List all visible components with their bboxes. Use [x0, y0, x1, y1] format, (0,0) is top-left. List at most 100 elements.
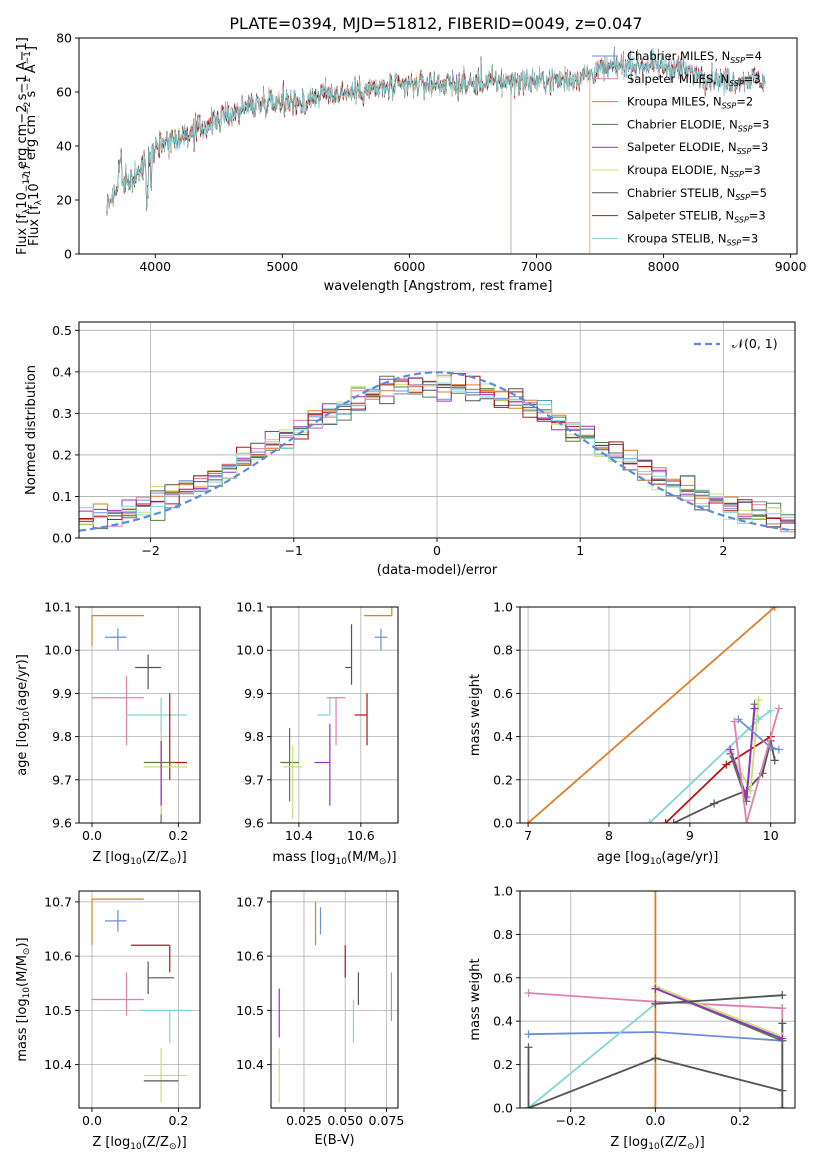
chart-mass_vs_ebv: 0.025 0.050 0.075 10.4 10.5 10.6 10.7 E(B-V) [236, 890, 404, 1148]
y-axis-label-part: Flux [f [15, 214, 30, 255]
weight-marker [651, 984, 660, 993]
y-tick-label: 20 [56, 193, 72, 208]
y-axis-label-part: (age/yr)] [15, 654, 30, 711]
y-axis-label-part: λ [22, 208, 32, 214]
legend-entry-part: =3 [741, 231, 758, 245]
legend-entry-part: =3 [744, 163, 761, 177]
weight-marker [754, 715, 763, 724]
x-axis-label-part: Z [log [610, 1135, 648, 1150]
x-tick-label: −2 [141, 543, 159, 558]
weight-series-line [655, 985, 783, 1038]
legend-entry-part: =3 [744, 72, 761, 86]
normal-legend-label-part: (0, 1) [744, 336, 778, 351]
y-tick-label: 0.4 [493, 1014, 513, 1029]
y-axis-label-part: −1 [23, 51, 33, 64]
x-axis-label: mass [log10(M/M⊙)] [272, 850, 396, 867]
weight-series-line [655, 987, 783, 1040]
weight-marker [726, 745, 735, 754]
legend-entry-part: =3 [753, 117, 770, 131]
y-axis-label: Normed distribution [24, 365, 39, 495]
weight-marker [722, 760, 731, 769]
x-axis-label: (data-model)/error [377, 563, 498, 578]
weight-marker [669, 819, 678, 823]
y-tick-label: 9.7 [244, 772, 264, 787]
weight-marker [770, 756, 779, 765]
y-axis-label-part: ] [24, 46, 39, 51]
y-axis-label-part: s [15, 93, 30, 104]
weight-marker [524, 1104, 533, 1108]
x-axis-label: E(B-V) [314, 1133, 354, 1148]
legend-entry-part: Kroupa STELIB, N [627, 231, 727, 245]
y-tick-label: 0.2 [493, 1057, 513, 1072]
y-axis-label: age [log10(age/yr)] [15, 654, 32, 776]
weight-marker [778, 1034, 787, 1043]
weight-series-line [655, 994, 783, 1005]
y-tick-label: 10.5 [236, 1003, 264, 1018]
weight-marker [651, 1054, 660, 1063]
legend-entry: Kroupa STELIB, NSSP=3 [627, 231, 758, 247]
legend-entry-part: =5 [750, 186, 767, 200]
y-axis-label: mass [log10(M/M⊙)] [15, 937, 32, 1061]
weight-marker [651, 891, 660, 895]
y-tick-label: 10.4 [236, 1057, 264, 1072]
y-tick-label: 60 [56, 85, 72, 100]
x-axis-label-part: ⊙ [687, 1142, 695, 1152]
y-axis-label-part: −17 [23, 164, 33, 183]
weight-marker [645, 819, 654, 823]
chart-mass_vs_Z: 0.0 0.210.410.510.610.7Z [log10(Z/Z⊙)]mas… [15, 890, 201, 1152]
weight-marker [778, 1004, 787, 1013]
weight-series-line [527, 607, 776, 823]
y-tick-label: 9.8 [52, 729, 72, 744]
y-tick-label: 80 [56, 31, 72, 46]
y-tick-label: 0.1 [52, 489, 72, 504]
x-tick-label: 7000 [521, 259, 553, 274]
legend-entry-part: Chabrier MILES, N [627, 49, 730, 63]
x-axis-label-part: )] [177, 1135, 187, 1150]
y-tick-label: 0.0 [52, 531, 72, 546]
weight-marker [750, 704, 759, 713]
legend-entry-part: =4 [745, 49, 762, 63]
x-axis-label: age [log10(age/yr)] [597, 850, 719, 867]
x-axis-label-part: Z [log [92, 1135, 130, 1150]
x-tick-label: 4000 [139, 259, 171, 274]
y-tick-label: 9.7 [52, 772, 72, 787]
x-axis-label-part: 10 [650, 857, 662, 867]
plot-area [280, 607, 393, 819]
y-axis-label-part: A [15, 61, 30, 74]
axes-frame [78, 890, 201, 1109]
x-axis-label-part: )] [695, 1135, 705, 1150]
x-axis-label: Z [log10(Z/Z⊙)] [92, 1135, 186, 1152]
y-axis-label: Flux [fλ10−17 erg cm−2 s−1 A−1] [15, 37, 32, 255]
y-tick-label: 10.7 [236, 894, 264, 909]
x-tick-label: 0.2 [168, 1113, 188, 1128]
y-tick-label: 9.6 [244, 816, 264, 831]
x-axis-label-part: (age/yr)] [661, 850, 718, 865]
x-axis-label: Z [log10(Z/Z⊙)] [92, 850, 186, 867]
weight-series-line [733, 708, 780, 823]
legend-entry-part: SSP [735, 193, 750, 202]
y-tick-label: 0.0 [493, 816, 513, 831]
y-axis-label-part: Flux [f [27, 205, 42, 246]
histogram-step [79, 375, 795, 522]
plot-area [524, 607, 783, 823]
weight-marker [770, 607, 779, 611]
spectrum-series-line [106, 60, 512, 254]
weight-marker [778, 991, 787, 1000]
y-axis-label: Flux [fλ10−17 erg cm−2 s−1 A−1] [23, 46, 44, 246]
y-tick-label: 10.1 [236, 600, 264, 615]
legend-entry-part: =3 [751, 140, 768, 154]
legend-entry-part: SSP [727, 238, 742, 247]
x-axis-label-part: ⊙ [169, 1142, 177, 1152]
x-axis-label-part: 10 [648, 1142, 660, 1152]
weight-marker [651, 1104, 660, 1108]
x-tick-label: 10.6 [347, 828, 375, 843]
legend-entry: Chabrier MILES, NSSP=4 [627, 49, 762, 65]
x-axis-label-part: (Z/Z [142, 850, 169, 865]
legend-entry-part: Salpeter ELODIE, N [627, 140, 737, 154]
legend-entry-part: SSP [729, 79, 744, 88]
legend-entry: Salpeter ELODIE, NSSP=3 [627, 140, 768, 156]
y-axis-label-part: −2 [23, 102, 33, 115]
x-tick-label: 5000 [266, 259, 298, 274]
